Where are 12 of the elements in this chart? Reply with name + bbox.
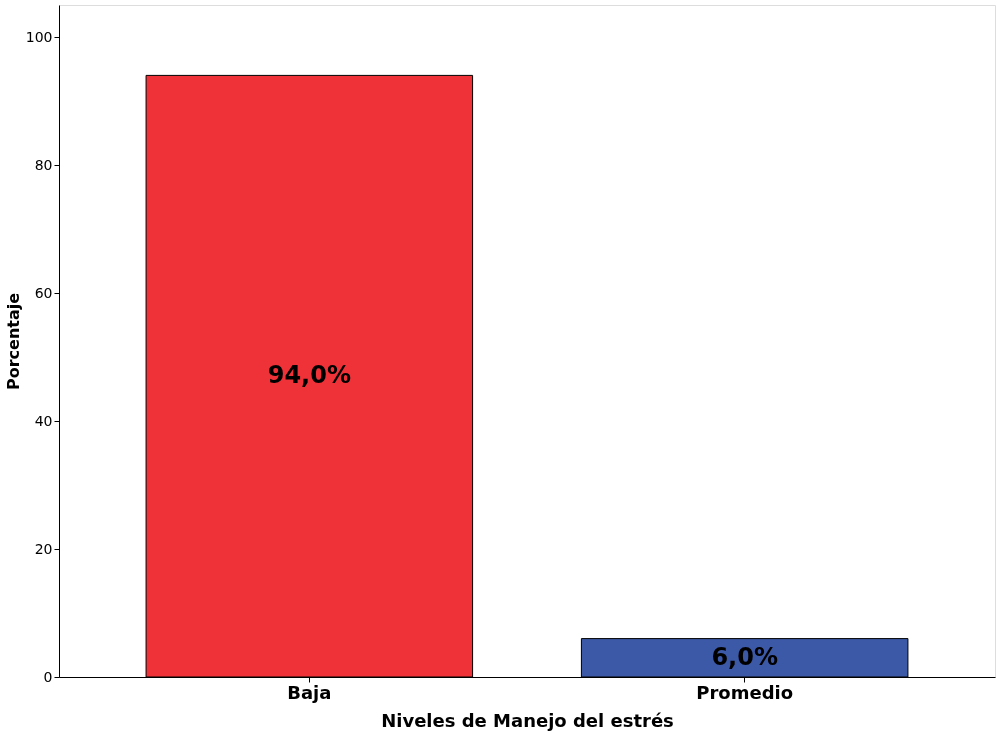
data-label: 6,0% <box>711 642 778 671</box>
data-label: 94,0% <box>267 361 351 390</box>
y-tick-label: 0 <box>43 668 53 685</box>
y-tick-label: 20 <box>34 540 53 557</box>
x-axis-title: Niveles de Manejo del estrés <box>381 709 674 731</box>
y-tick-label: 60 <box>34 284 53 301</box>
y-tick-label: 100 <box>25 28 53 45</box>
y-tick-label: 80 <box>34 156 53 173</box>
x-tick-label: Baja <box>287 681 332 703</box>
y-axis-title: Porcentaje <box>3 292 23 391</box>
y-tick-label: 40 <box>34 412 53 429</box>
x-tick-label: Promedio <box>696 681 794 703</box>
